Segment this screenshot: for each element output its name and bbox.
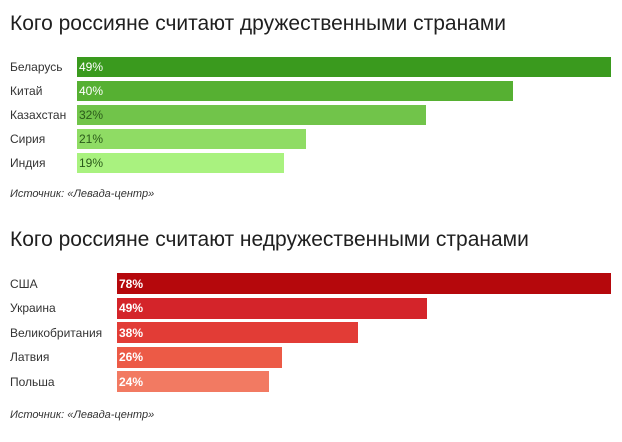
unfriendly-bar bbox=[117, 346, 282, 368]
unfriendly-category-label: Польша bbox=[10, 374, 55, 389]
friendly-category-label: Китай bbox=[10, 84, 43, 98]
unfriendly-value-label: 49% bbox=[119, 301, 144, 315]
friendly-value-label: 40% bbox=[79, 84, 104, 98]
friendly-bar bbox=[77, 57, 611, 77]
friendly-bar bbox=[77, 153, 285, 173]
unfriendly-category-label: Латвия bbox=[10, 350, 50, 364]
unfriendly-category-label: Украина bbox=[10, 301, 56, 315]
friendly-bar bbox=[77, 129, 306, 149]
unfriendly-bar bbox=[117, 322, 358, 343]
unfriendly-bar bbox=[117, 273, 611, 294]
friendly-value-label: 19% bbox=[79, 156, 104, 170]
unfriendly-bar bbox=[117, 297, 428, 319]
friendly-category-label: Беларусь bbox=[10, 60, 63, 74]
unfriendly-chart-title: Кого россияне считают недружественными с… bbox=[10, 228, 529, 251]
friendly-value-label: 21% bbox=[79, 132, 104, 146]
friendly-category-label: Сирия bbox=[10, 132, 46, 146]
unfriendly-category-label: США bbox=[10, 276, 38, 291]
friendly-chart-title: Кого россияне считают дружественными стр… bbox=[10, 12, 507, 35]
friendly-category-label: Казахстан bbox=[10, 108, 67, 122]
friendly-value-label: 49% bbox=[79, 60, 104, 74]
friendly-category-label: Индия bbox=[10, 156, 46, 170]
friendly-source-note: Источник: «Левада-центр» bbox=[10, 188, 155, 200]
unfriendly-bar bbox=[117, 371, 269, 392]
unfriendly-category-label: Великобритания bbox=[10, 325, 103, 340]
friendly-value-label: 32% bbox=[79, 108, 104, 122]
friendly-bar bbox=[77, 105, 426, 125]
unfriendly-value-label: 24% bbox=[119, 374, 144, 389]
unfriendly-source-note: Источник: «Левада-центр» bbox=[10, 409, 155, 421]
friendly-bar bbox=[77, 81, 513, 101]
unfriendly-value-label: 26% bbox=[119, 350, 144, 364]
unfriendly-value-label: 38% bbox=[119, 325, 144, 340]
unfriendly-value-label: 78% bbox=[119, 276, 144, 291]
